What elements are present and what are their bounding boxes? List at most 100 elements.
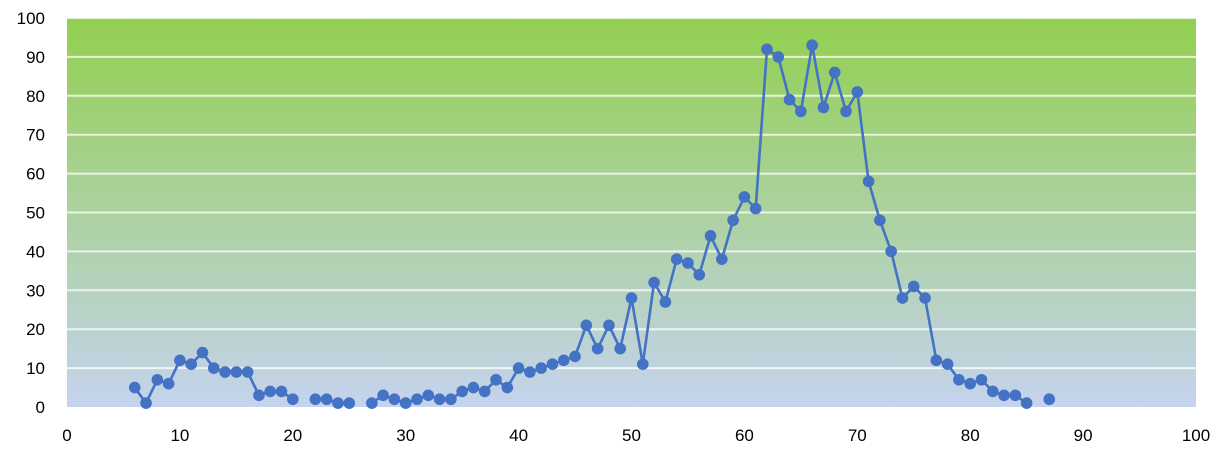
data-point [659,296,672,308]
data-point [749,202,762,215]
data-point [591,342,604,355]
data-point [907,280,920,293]
data-point [1009,389,1022,402]
data-point [512,362,525,374]
data-point [817,101,830,114]
data-point [603,319,615,332]
data-point [478,385,491,398]
data-point [862,175,875,188]
data-point [185,358,197,371]
data-point [580,319,593,332]
data-point [467,381,480,394]
x-tick-label: 20 [283,426,302,445]
data-point [219,366,231,378]
data-point [366,397,378,409]
data-point [456,385,468,398]
x-tick-label: 10 [170,426,189,445]
data-point [953,373,965,386]
data-point [772,51,785,63]
series-0 [128,39,1056,409]
data-point [196,346,209,359]
x-tick-label: 50 [622,426,641,445]
data-point [1043,393,1056,406]
data-point [919,292,931,304]
data-point [445,393,457,406]
y-tick-label: 50 [26,204,45,223]
data-point [704,230,717,242]
data-point [264,385,277,398]
x-tick-label: 60 [735,426,754,445]
data-point [569,350,581,363]
y-tick-label: 20 [26,320,45,339]
x-tick-label: 30 [396,426,415,445]
data-point [806,39,818,52]
y-tick-label: 30 [26,281,45,300]
data-point [207,362,220,374]
data-point [320,393,333,406]
data-point [422,389,435,402]
data-point [783,93,796,106]
data-point [287,393,299,406]
data-point [411,393,423,406]
x-tick-label: 40 [509,426,528,445]
data-point [128,381,141,394]
data-point [230,366,243,378]
data-point [174,354,186,367]
x-tick-label: 0 [62,426,71,445]
data-point [738,191,751,203]
x-tick-label: 100 [1182,426,1210,445]
data-point [162,377,175,390]
x-tick-label: 90 [1074,426,1093,445]
data-point [388,393,401,406]
y-tick-label: 100 [17,9,45,28]
data-point [828,66,841,79]
data-point [986,385,999,398]
data-point [241,366,254,378]
data-point [433,393,446,406]
y-tick-label: 80 [26,87,45,106]
data-point [885,245,897,258]
data-point [1020,397,1033,409]
data-point [648,276,660,289]
data-point [614,342,627,355]
gridlines [67,17,1196,370]
data-point [546,358,559,371]
data-point [941,358,954,371]
y-tick-label: 0 [36,398,45,417]
data-point [501,381,514,394]
y-tick-label: 40 [26,242,45,261]
y-tick-label: 60 [26,165,45,184]
data-point [975,373,988,386]
data-point [399,397,412,409]
data-point [795,105,807,118]
data-point [140,397,152,409]
data-point [896,292,909,304]
data-point [727,214,739,227]
data-point [253,389,265,402]
data-point [636,358,649,371]
data-point [151,373,164,386]
data-point [874,214,886,227]
x-tick-label: 70 [848,426,867,445]
y-tick-label: 10 [26,359,45,378]
data-point [761,43,773,55]
x-tick-label: 80 [961,426,980,445]
tick-labels: 0 10 20 30 40 50 60 70 80 90 100 0 10 20 30 40 50 60 70 80 9… [17,9,1211,445]
data-point [840,105,852,118]
data-point [309,393,322,406]
data-point [524,366,536,378]
data-point [377,389,389,402]
y-tick-label: 90 [26,48,45,67]
series-layer [128,39,1056,409]
data-point [670,253,683,265]
data-point [557,354,570,367]
data-point [930,354,943,367]
data-point [625,292,638,304]
data-point [851,86,864,98]
data-point [693,268,706,281]
data-point [275,385,288,398]
data-point [964,377,976,390]
data-point [490,373,502,386]
data-point [343,397,356,409]
